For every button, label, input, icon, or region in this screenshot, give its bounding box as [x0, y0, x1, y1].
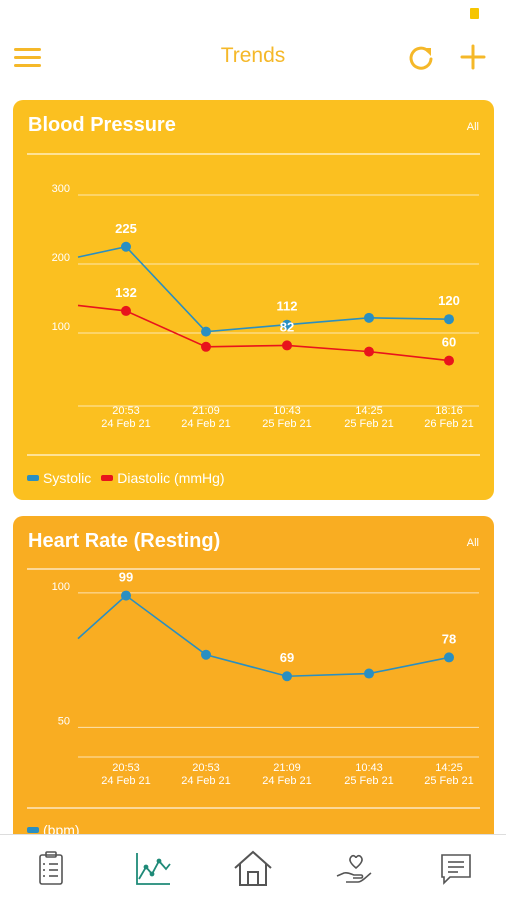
menu-icon[interactable] — [14, 48, 42, 68]
data-label: 82 — [280, 319, 294, 334]
bottom-tab-bar — [0, 834, 506, 901]
x-tick-label: 14:25 — [355, 405, 383, 417]
x-tick-label: 10:43 — [355, 762, 383, 774]
blood-pressure-card[interactable]: Blood Pressure All 100 200 300 20:53 24 Feb … — [13, 100, 494, 500]
x-tick-label: 20:53 — [112, 762, 140, 774]
x-tick-label: 24 Feb 21 — [181, 418, 231, 430]
x-tick-label: 20:53 — [112, 405, 140, 417]
trends-tab-icon[interactable] — [133, 849, 173, 889]
data-point — [201, 326, 211, 337]
y-tick-label: 50 — [58, 715, 70, 727]
x-tick-label: 24 Feb 21 — [101, 775, 151, 787]
chart-legend: Systolic Diastolic (mmHg) — [27, 470, 235, 486]
status-indicator — [470, 8, 479, 19]
legend-swatch — [101, 475, 114, 481]
data-point — [121, 305, 131, 316]
data-point — [282, 340, 292, 351]
messages-tab-icon[interactable] — [436, 849, 476, 889]
add-icon[interactable] — [458, 42, 488, 72]
data-label: 120 — [438, 293, 460, 308]
x-tick-label: 24 Feb 21 — [262, 775, 312, 787]
data-label: 78 — [442, 631, 456, 646]
home-tab-icon[interactable] — [233, 849, 273, 889]
heart-rate-card[interactable]: Heart Rate (Resting) All 50 100 20:53 24 Fe… — [13, 516, 494, 846]
legend-swatch — [27, 475, 39, 481]
y-tick-label: 300 — [52, 183, 70, 195]
legend-swatch — [27, 827, 39, 833]
x-tick-label: 26 Feb 21 — [424, 418, 474, 430]
x-tick-label: 21:09 — [273, 762, 301, 774]
x-tick-label: 21:09 — [192, 405, 220, 417]
y-tick-label: 100 — [52, 321, 70, 333]
page-title: Trends — [220, 44, 286, 67]
x-tick-label: 25 Feb 21 — [344, 418, 394, 430]
x-tick-label: 24 Feb 21 — [181, 775, 231, 787]
data-point — [201, 341, 211, 352]
data-label: 99 — [119, 570, 133, 585]
data-point — [444, 314, 454, 325]
y-tick-label: 100 — [52, 581, 70, 593]
card-title: Blood Pressure — [28, 114, 176, 136]
data-point — [364, 312, 374, 323]
all-filter-link[interactable]: All — [466, 121, 479, 133]
legend-item: Diastolic (mmHg) — [101, 470, 225, 486]
data-label: 112 — [277, 299, 298, 314]
series-line-diastolic — [77, 304, 450, 362]
data-label: 60 — [442, 335, 456, 350]
x-tick-label: 25 Feb 21 — [262, 418, 312, 430]
x-tick-label: 20:53 — [192, 762, 220, 774]
data-label: 69 — [280, 650, 294, 665]
data-point — [282, 319, 292, 330]
all-filter-link[interactable]: All — [466, 537, 479, 549]
records-tab-icon[interactable] — [32, 849, 72, 889]
app-header: Trends — [0, 30, 506, 86]
data-point — [121, 241, 131, 252]
x-tick-label: 10:43 — [273, 405, 301, 417]
x-tick-label: 14:25 — [435, 762, 463, 774]
x-tick-label: 18:16 — [435, 405, 463, 417]
data-point — [121, 590, 131, 601]
refresh-icon[interactable] — [406, 42, 436, 72]
series-line-bpm — [77, 594, 450, 678]
card-title: Heart Rate (Resting) — [28, 530, 221, 552]
data-point — [364, 346, 374, 357]
data-label: 225 — [115, 221, 137, 236]
data-point — [282, 671, 292, 682]
data-point — [201, 649, 211, 660]
data-point — [364, 668, 374, 679]
legend-label: Diastolic (mmHg) — [117, 470, 225, 486]
x-tick-label: 25 Feb 21 — [424, 775, 474, 787]
x-tick-label: 24 Feb 21 — [101, 418, 151, 430]
y-tick-label: 200 — [52, 252, 70, 264]
x-tick-label: 25 Feb 21 — [344, 775, 394, 787]
legend-label: Systolic — [43, 470, 92, 486]
series-line-systolic — [77, 245, 450, 333]
legend-item: Systolic — [27, 470, 91, 486]
data-point — [444, 652, 454, 663]
care-tab-icon[interactable] — [334, 849, 374, 889]
data-label: 132 — [115, 285, 137, 300]
data-point — [444, 355, 454, 366]
